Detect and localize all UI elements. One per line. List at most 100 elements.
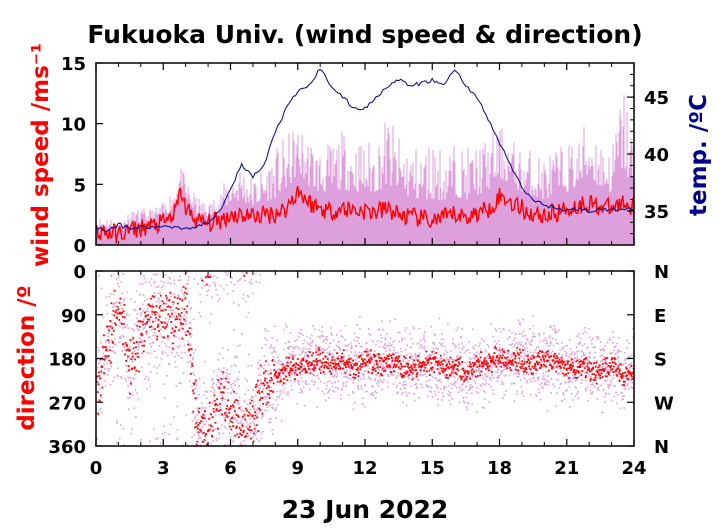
direction-scatter-point <box>227 272 230 275</box>
direction-point <box>317 353 320 356</box>
direction-scatter-point <box>213 281 215 284</box>
direction-scatter-point <box>597 386 600 389</box>
direction-scatter-point <box>374 377 377 380</box>
direction-scatter-point <box>208 423 210 426</box>
direction-scatter-point <box>118 337 121 339</box>
direction-scatter-point <box>596 376 598 379</box>
direction-scatter-point <box>623 375 626 378</box>
direction-scatter-point <box>230 386 233 389</box>
direction-scatter-point <box>326 381 329 384</box>
direction-scatter-point <box>457 347 460 349</box>
direction-scatter-point <box>148 320 151 323</box>
direction-scatter-point <box>614 385 616 387</box>
direction-point <box>144 311 146 314</box>
direction-point <box>152 296 155 298</box>
mean-speed-line <box>96 185 634 244</box>
direction-point <box>453 363 456 366</box>
direction-scatter-point <box>191 385 193 388</box>
direction-scatter-point <box>124 378 127 380</box>
direction-scatter-point <box>222 347 224 349</box>
direction-scatter-point <box>492 389 495 391</box>
direction-scatter-point <box>479 342 481 345</box>
direction-scatter-point <box>559 362 561 365</box>
direction-point <box>207 276 210 278</box>
direction-point <box>596 369 599 372</box>
direction-point <box>177 302 179 305</box>
direction-scatter-point <box>485 351 487 353</box>
direction-scatter-point <box>583 354 585 356</box>
direction-point <box>484 357 486 360</box>
direction-scatter-point <box>257 367 259 370</box>
direction-point <box>268 393 271 396</box>
direction-scatter-point <box>485 374 488 376</box>
direction-scatter-point <box>243 399 246 402</box>
direction-scatter-point <box>154 331 156 334</box>
direction-scatter-point <box>177 354 180 357</box>
direction-point <box>479 356 482 359</box>
direction-point <box>307 354 309 357</box>
direction-point <box>160 321 163 323</box>
direction-point <box>552 354 555 357</box>
direction-point <box>319 359 321 362</box>
direction-scatter-point <box>471 403 473 405</box>
direction-scatter-point <box>264 343 267 346</box>
direction-scatter-point <box>452 338 454 340</box>
direction-scatter-point <box>618 378 621 381</box>
direction-point <box>522 367 525 370</box>
direction-point <box>311 363 314 366</box>
direction-scatter-point <box>296 346 299 349</box>
direction-point <box>428 369 431 372</box>
direction-scatter-point <box>322 341 324 343</box>
direction-scatter-point <box>523 377 526 379</box>
direction-scatter-point <box>380 337 383 339</box>
direction-scatter-point <box>600 341 602 343</box>
direction-scatter-point <box>358 351 361 354</box>
direction-point <box>570 364 573 367</box>
direction-scatter-point <box>512 346 515 348</box>
direction-scatter-point <box>156 367 159 369</box>
direction-scatter-point <box>184 296 187 299</box>
direction-scatter-point <box>526 350 529 353</box>
direction-point <box>397 357 399 360</box>
direction-point <box>138 320 141 323</box>
direction-scatter-point <box>124 343 126 346</box>
direction-scatter-point <box>515 372 518 375</box>
direction-scatter-point <box>553 325 556 327</box>
direction-point <box>480 361 483 364</box>
direction-scatter-point <box>288 345 291 348</box>
direction-point <box>601 376 604 378</box>
x-tick-label: 18 <box>487 458 512 479</box>
direction-point <box>514 361 517 363</box>
direction-scatter-point <box>481 351 483 353</box>
direction-scatter-point <box>328 342 331 345</box>
direction-point <box>495 365 498 368</box>
direction-scatter-point <box>362 353 364 356</box>
direction-scatter-point <box>152 273 155 276</box>
direction-point <box>110 333 113 336</box>
direction-scatter-point <box>191 412 194 414</box>
direction-scatter-point <box>247 295 250 298</box>
direction-scatter-point <box>429 354 431 357</box>
direction-scatter-point <box>382 328 384 331</box>
direction-scatter-point <box>144 281 147 283</box>
direction-scatter-point <box>486 356 488 358</box>
temperature-tick-label: 45 <box>644 88 669 109</box>
direction-scatter-point <box>145 323 148 325</box>
direction-scatter-point <box>96 346 99 349</box>
direction-point <box>515 362 518 364</box>
direction-point <box>254 414 257 417</box>
direction-scatter-point <box>210 428 212 430</box>
direction-scatter-point <box>548 335 551 337</box>
direction-scatter-point <box>211 436 213 439</box>
direction-scatter-point <box>269 382 272 384</box>
direction-scatter-point <box>565 355 568 357</box>
direction-scatter-point <box>434 394 437 396</box>
direction-scatter-point <box>414 399 416 402</box>
direction-scatter-point <box>626 339 628 341</box>
direction-scatter-point <box>579 342 581 345</box>
direction-point <box>265 387 268 389</box>
direction-point <box>231 416 234 419</box>
direction-scatter-point <box>171 301 174 303</box>
direction-scatter-point <box>308 356 310 358</box>
direction-scatter-point <box>332 339 335 342</box>
